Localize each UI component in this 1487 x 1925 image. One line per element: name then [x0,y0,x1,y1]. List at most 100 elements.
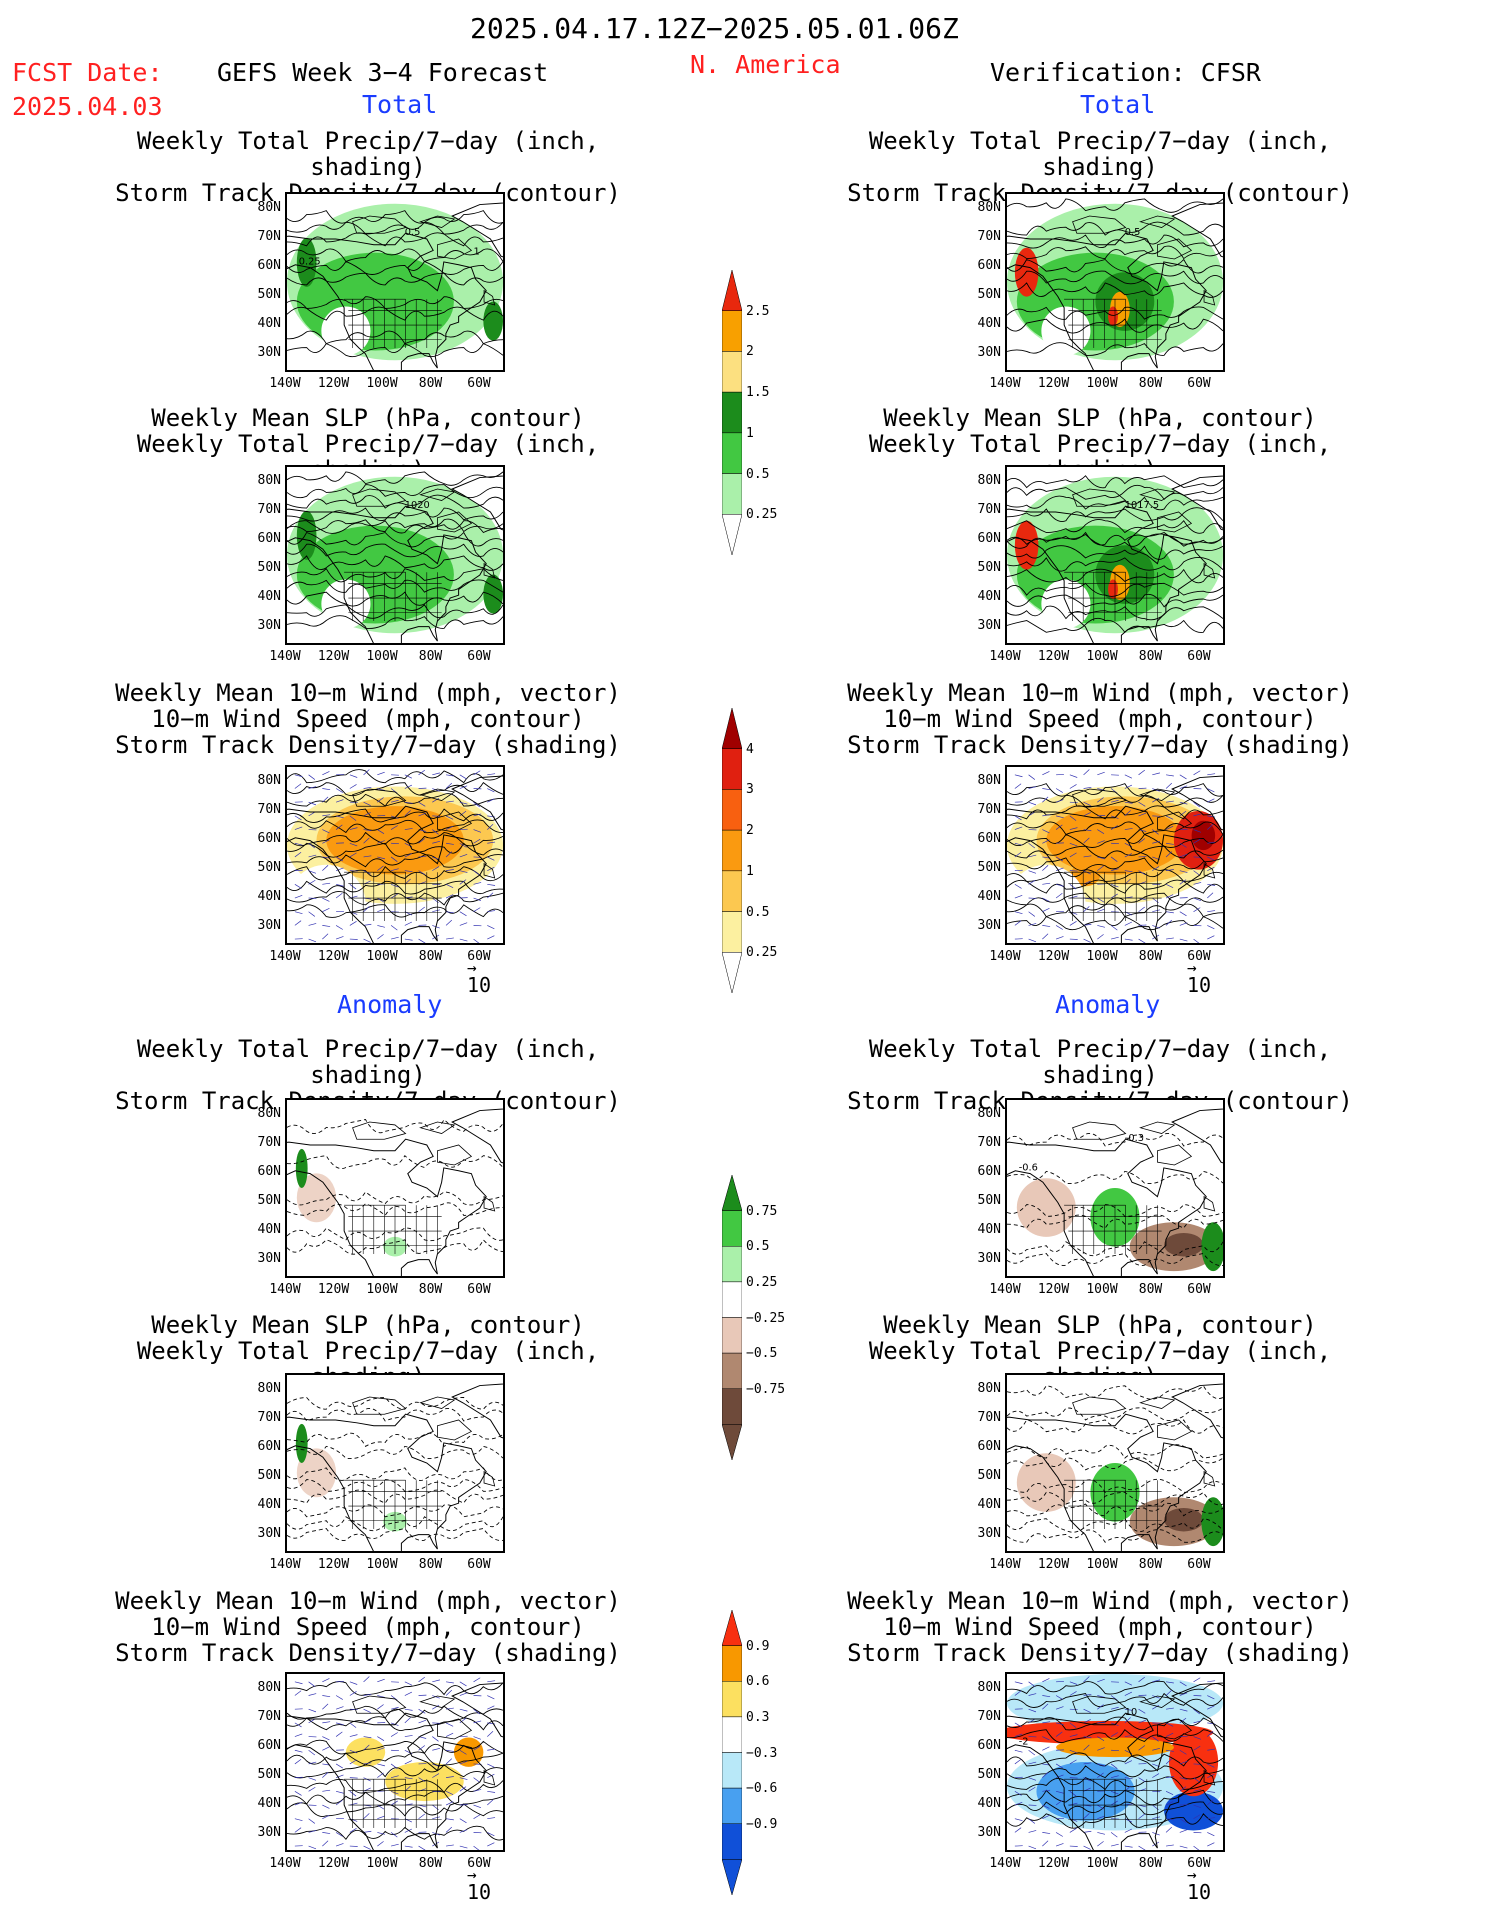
lat-tick-label: 40N [977,1497,1001,1512]
colorbar-segment [722,1716,742,1753]
lon-tick-label: 140W [989,649,1021,664]
lat-tick-label: 50N [977,860,1001,875]
contour-line [287,1705,503,1720]
us-state-borders [1064,871,1162,921]
contour-line [1007,495,1223,511]
precip-anom-wet-coast [295,1148,308,1188]
lat-tick-label: 30N [977,618,1001,633]
precip-shading-east [483,301,503,341]
contour-line [1007,282,1223,298]
colorbar-segment [722,870,742,912]
coastline-island [483,862,496,879]
colorbar-segment [722,432,742,474]
lat-tick-label: 30N [977,1825,1001,1840]
wind-vectors [294,769,496,943]
coastline-island [1139,1121,1176,1134]
contour-line [1007,198,1223,213]
coastline-island [352,488,407,507]
contour-line [1007,1457,1223,1472]
colorbar-tick-label: −0.9 [746,1816,778,1832]
colorbar-segment [722,1681,742,1718]
section-total-right: Total [1080,90,1156,119]
lon-tick-label: 60W [1187,1856,1211,1871]
panel-title-fc-2: Weekly Mean 10−m Wind (mph, vector) 10−m … [78,680,658,758]
lon-tick-label: 100W [366,949,398,964]
contour-line [1007,519,1223,534]
contour-line [1007,783,1223,797]
lat-tick-label: 70N [257,1410,281,1425]
precip-anom-wet-max [1201,1497,1223,1547]
lat-tick-label: 60N [977,1738,1001,1753]
lon-tick-label: 140W [269,376,301,391]
colorbar-tick-label: 2 [746,344,754,360]
colorbar-tick-label: 1.5 [746,385,770,401]
lon-tick-label: 60W [467,949,491,964]
lon-tick-label: 120W [1037,649,1070,664]
lon-tick-label: 100W [366,649,398,664]
colorbar-tick-label: −0.75 [746,1381,786,1397]
contour-line [1007,234,1223,249]
reference-vector-value: 10 [1187,973,1212,997]
lat-tick-label: 40N [977,1222,1001,1237]
colorbar-tick-label: −0.6 [746,1781,778,1797]
contour-line [287,272,503,286]
section-anomaly-left: Anomaly [337,990,443,1019]
lat-tick-label: 30N [257,1825,281,1840]
lon-tick-label: 60W [467,1282,491,1297]
coastline-island [1203,562,1216,579]
precip-shading-peak [1108,579,1118,599]
coastline-greenland [1171,475,1223,531]
lat-tick-label: 80N [257,773,281,788]
storm-shading-plains [1070,862,1101,887]
lon-tick-label: 60W [1187,376,1211,391]
us-state-borders [1064,298,1162,348]
contour-line [287,1239,503,1255]
coastline-greenland [451,1682,503,1738]
coastline-island [1157,1419,1193,1441]
coastline-greenland [1171,1108,1223,1164]
lon-tick-label: 80W [1138,1557,1163,1572]
contour-line [287,248,503,263]
us-state-borders [344,298,442,348]
lat-tick-label: 30N [977,918,1001,933]
coastline-island [1072,215,1127,234]
precip-shading-east [483,574,503,614]
precip-shading-coast [296,238,317,287]
contour-line [1007,1491,1223,1506]
lat-tick-label: 80N [257,1106,281,1121]
colorbar-precip_total: 2.5 2 1.5 1 0.5 0.25 [722,270,792,555]
panel-title-line: 10−m Wind Speed (mph, contour) [883,705,1317,733]
colorbar-bottom-triangle [722,952,742,993]
lon-tick-label: 120W [317,649,350,664]
storm-anom-pos-mid [1056,1737,1174,1758]
panel-title-line: Weekly Total Precip/7−day (inch, shading… [868,1035,1332,1089]
lat-tick-label: 50N [257,1468,281,1483]
lat-tick-label: 50N [257,1193,281,1208]
precip-shading-coast [1014,247,1039,297]
colorbar-tick-label: 0.9 [746,1638,770,1654]
us-state-borders [344,871,442,921]
us-state-borders [344,571,442,621]
colorbar-tick-label: 3 [746,782,754,798]
us-state-borders [1064,1204,1162,1254]
lon-tick-label: 80W [418,376,443,391]
lat-tick-label: 50N [977,1193,1001,1208]
panel-title-ob-2: Weekly Mean 10−m Wind (mph, vector) 10−m … [810,680,1390,758]
colorbar-tick-label: 0.5 [746,904,770,920]
lat-tick-label: 40N [257,1222,281,1237]
reference-vector: → 10 [1187,960,1212,998]
panel-title-line: Weekly Mean 10−m Wind (mph, vector) [115,1587,621,1615]
lon-tick-label: 100W [1086,649,1118,664]
panel-title-line: Storm Track Density/7−day (shading) [115,731,621,759]
panel-title-line: Storm Track Density/7−day (shading) [847,731,1353,759]
coastline-island [1139,1396,1176,1409]
contour-line [287,1202,503,1217]
colorbar-tick-label: −0.25 [746,1310,786,1326]
coastline-island [1072,1121,1127,1140]
map-ob-aslp [1005,1373,1225,1553]
contour-line [1007,617,1223,633]
contour-line [287,507,503,522]
coastline-island [483,289,496,306]
lon-tick-label: 80W [1138,376,1163,391]
coastline-island [419,1121,456,1134]
